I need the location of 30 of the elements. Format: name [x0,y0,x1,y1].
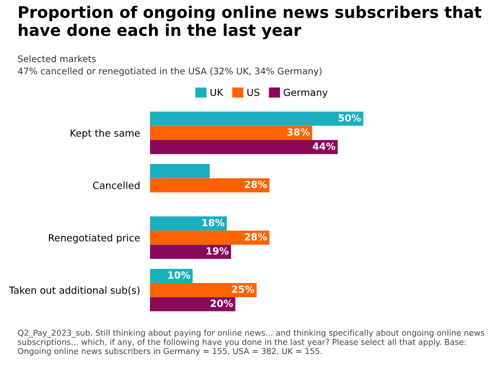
bar [150,178,270,192]
legend-label: US [247,88,260,96]
data-label: 20% [210,300,233,307]
bar [150,164,210,178]
chart-subtitle: Selected markets 47% cancelled or renegotiated in the USA (32% UK, 34% Germany) [18,55,322,76]
bar [150,126,312,140]
data-label: 50% [338,114,361,122]
bar [150,230,270,245]
bar [150,282,257,298]
bar [150,140,338,154]
text: Q2_Pay_2023_sub. Still thinking about paying for online news... and thinking specifically about ongoing online news subscriptions... which, if any, of the following have you done in the last year? Please select all that apply. Base: Ongoing online news subscribers in Germany = 155, USA = 382, UK = 155. [18,330,484,356]
y-tick-label: Renegotiated price [48,234,140,244]
data-label: 44% [312,142,336,150]
bar [150,112,364,126]
bar [150,297,236,312]
data-label: 18% [202,218,224,226]
y-tick-label: Taken out additional sub(s) [9,286,140,296]
chart-title: Proportion of ongoing online news subscribers that have done each in the last year [18,6,482,40]
data-label: 19% [206,247,229,255]
data-label: 38% [287,128,310,136]
legend-label: UK [210,88,224,96]
data-label: 25% [232,286,254,293]
legend-label: Germany [284,88,328,98]
y-tick-label: Cancelled [93,182,140,190]
data-label: 10% [168,271,190,279]
bar [150,216,227,231]
bar [150,244,232,259]
data-label: 28% [244,180,268,188]
y-tick-label: Kept the same [70,129,140,139]
data-label: 28% [244,233,268,240]
